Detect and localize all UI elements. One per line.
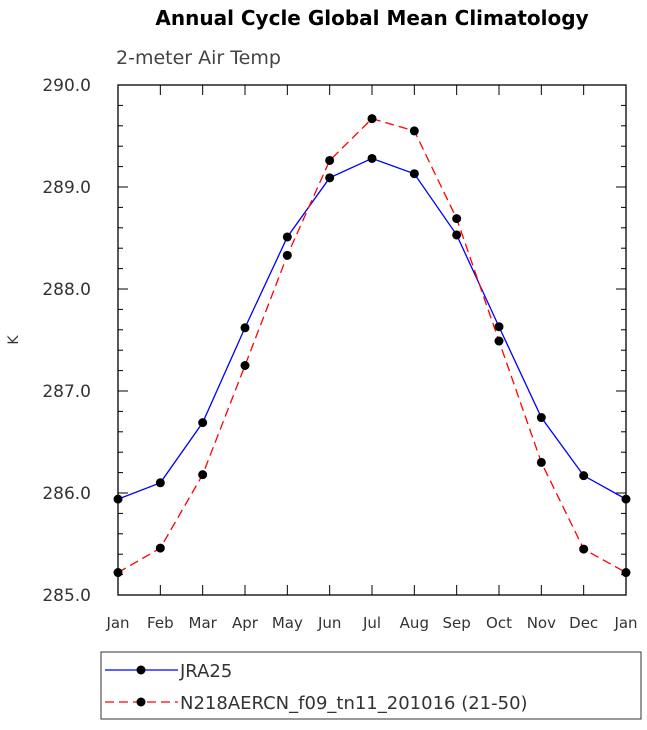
y-tick-label: 290.0 <box>42 76 91 96</box>
x-tick-label: Oct <box>486 614 512 632</box>
x-tick-label: Jan <box>105 614 129 632</box>
data-point <box>325 155 335 165</box>
data-point <box>452 214 462 224</box>
x-tick-label: Apr <box>232 614 259 632</box>
data-point <box>579 544 589 554</box>
x-tick-label: Sep <box>443 614 471 632</box>
chart-subtitle: 2-meter Air Temp <box>116 47 281 69</box>
x-tick-label: Feb <box>147 614 174 632</box>
data-point <box>155 543 165 553</box>
data-point <box>282 250 292 260</box>
x-tick-label: May <box>272 614 303 632</box>
series-line-1 <box>117 117 627 574</box>
data-point <box>367 114 377 124</box>
y-tick-label: 285.0 <box>42 586 91 606</box>
data-point <box>536 457 546 467</box>
data-point <box>240 323 250 333</box>
data-point <box>579 471 589 481</box>
x-tick-label: Jan <box>613 614 637 632</box>
data-point <box>409 126 419 136</box>
data-point <box>282 232 292 242</box>
legend-marker <box>136 665 146 675</box>
y-tick-label: 289.0 <box>42 178 91 198</box>
data-point <box>621 568 631 578</box>
data-point <box>409 169 419 179</box>
x-tick-label: Nov <box>527 614 556 632</box>
data-point <box>198 470 208 480</box>
series-line-0 <box>117 157 627 500</box>
x-tick-label: Jun <box>317 614 341 632</box>
y-tick-label: 286.0 <box>42 484 91 504</box>
y-tick-label: 288.0 <box>42 280 91 300</box>
chart-title: Annual Cycle Global Mean Climatology <box>155 6 588 30</box>
x-tick-label: Aug <box>400 614 429 632</box>
data-point <box>494 336 504 346</box>
data-point <box>536 413 546 423</box>
data-point <box>113 568 123 578</box>
legend-marker <box>136 697 146 707</box>
legend-label: JRA25 <box>179 661 232 682</box>
data-point <box>452 230 462 240</box>
x-tick-label: Dec <box>569 614 598 632</box>
x-tick-label: Jul <box>362 614 381 632</box>
data-point <box>240 361 250 370</box>
data-point <box>113 494 123 504</box>
data-point <box>367 153 377 163</box>
legend-box <box>100 651 642 720</box>
x-tick-label: Mar <box>189 614 218 632</box>
y-axis-label: K <box>6 335 22 345</box>
data-point <box>198 418 208 428</box>
data-point <box>155 478 165 488</box>
y-tick-label: 287.0 <box>42 382 91 402</box>
legend-label: N218AERCN_f09_tn11_201016 (21-50) <box>180 693 528 714</box>
data-point <box>494 322 504 332</box>
data-point <box>325 173 335 183</box>
data-point <box>621 494 631 504</box>
